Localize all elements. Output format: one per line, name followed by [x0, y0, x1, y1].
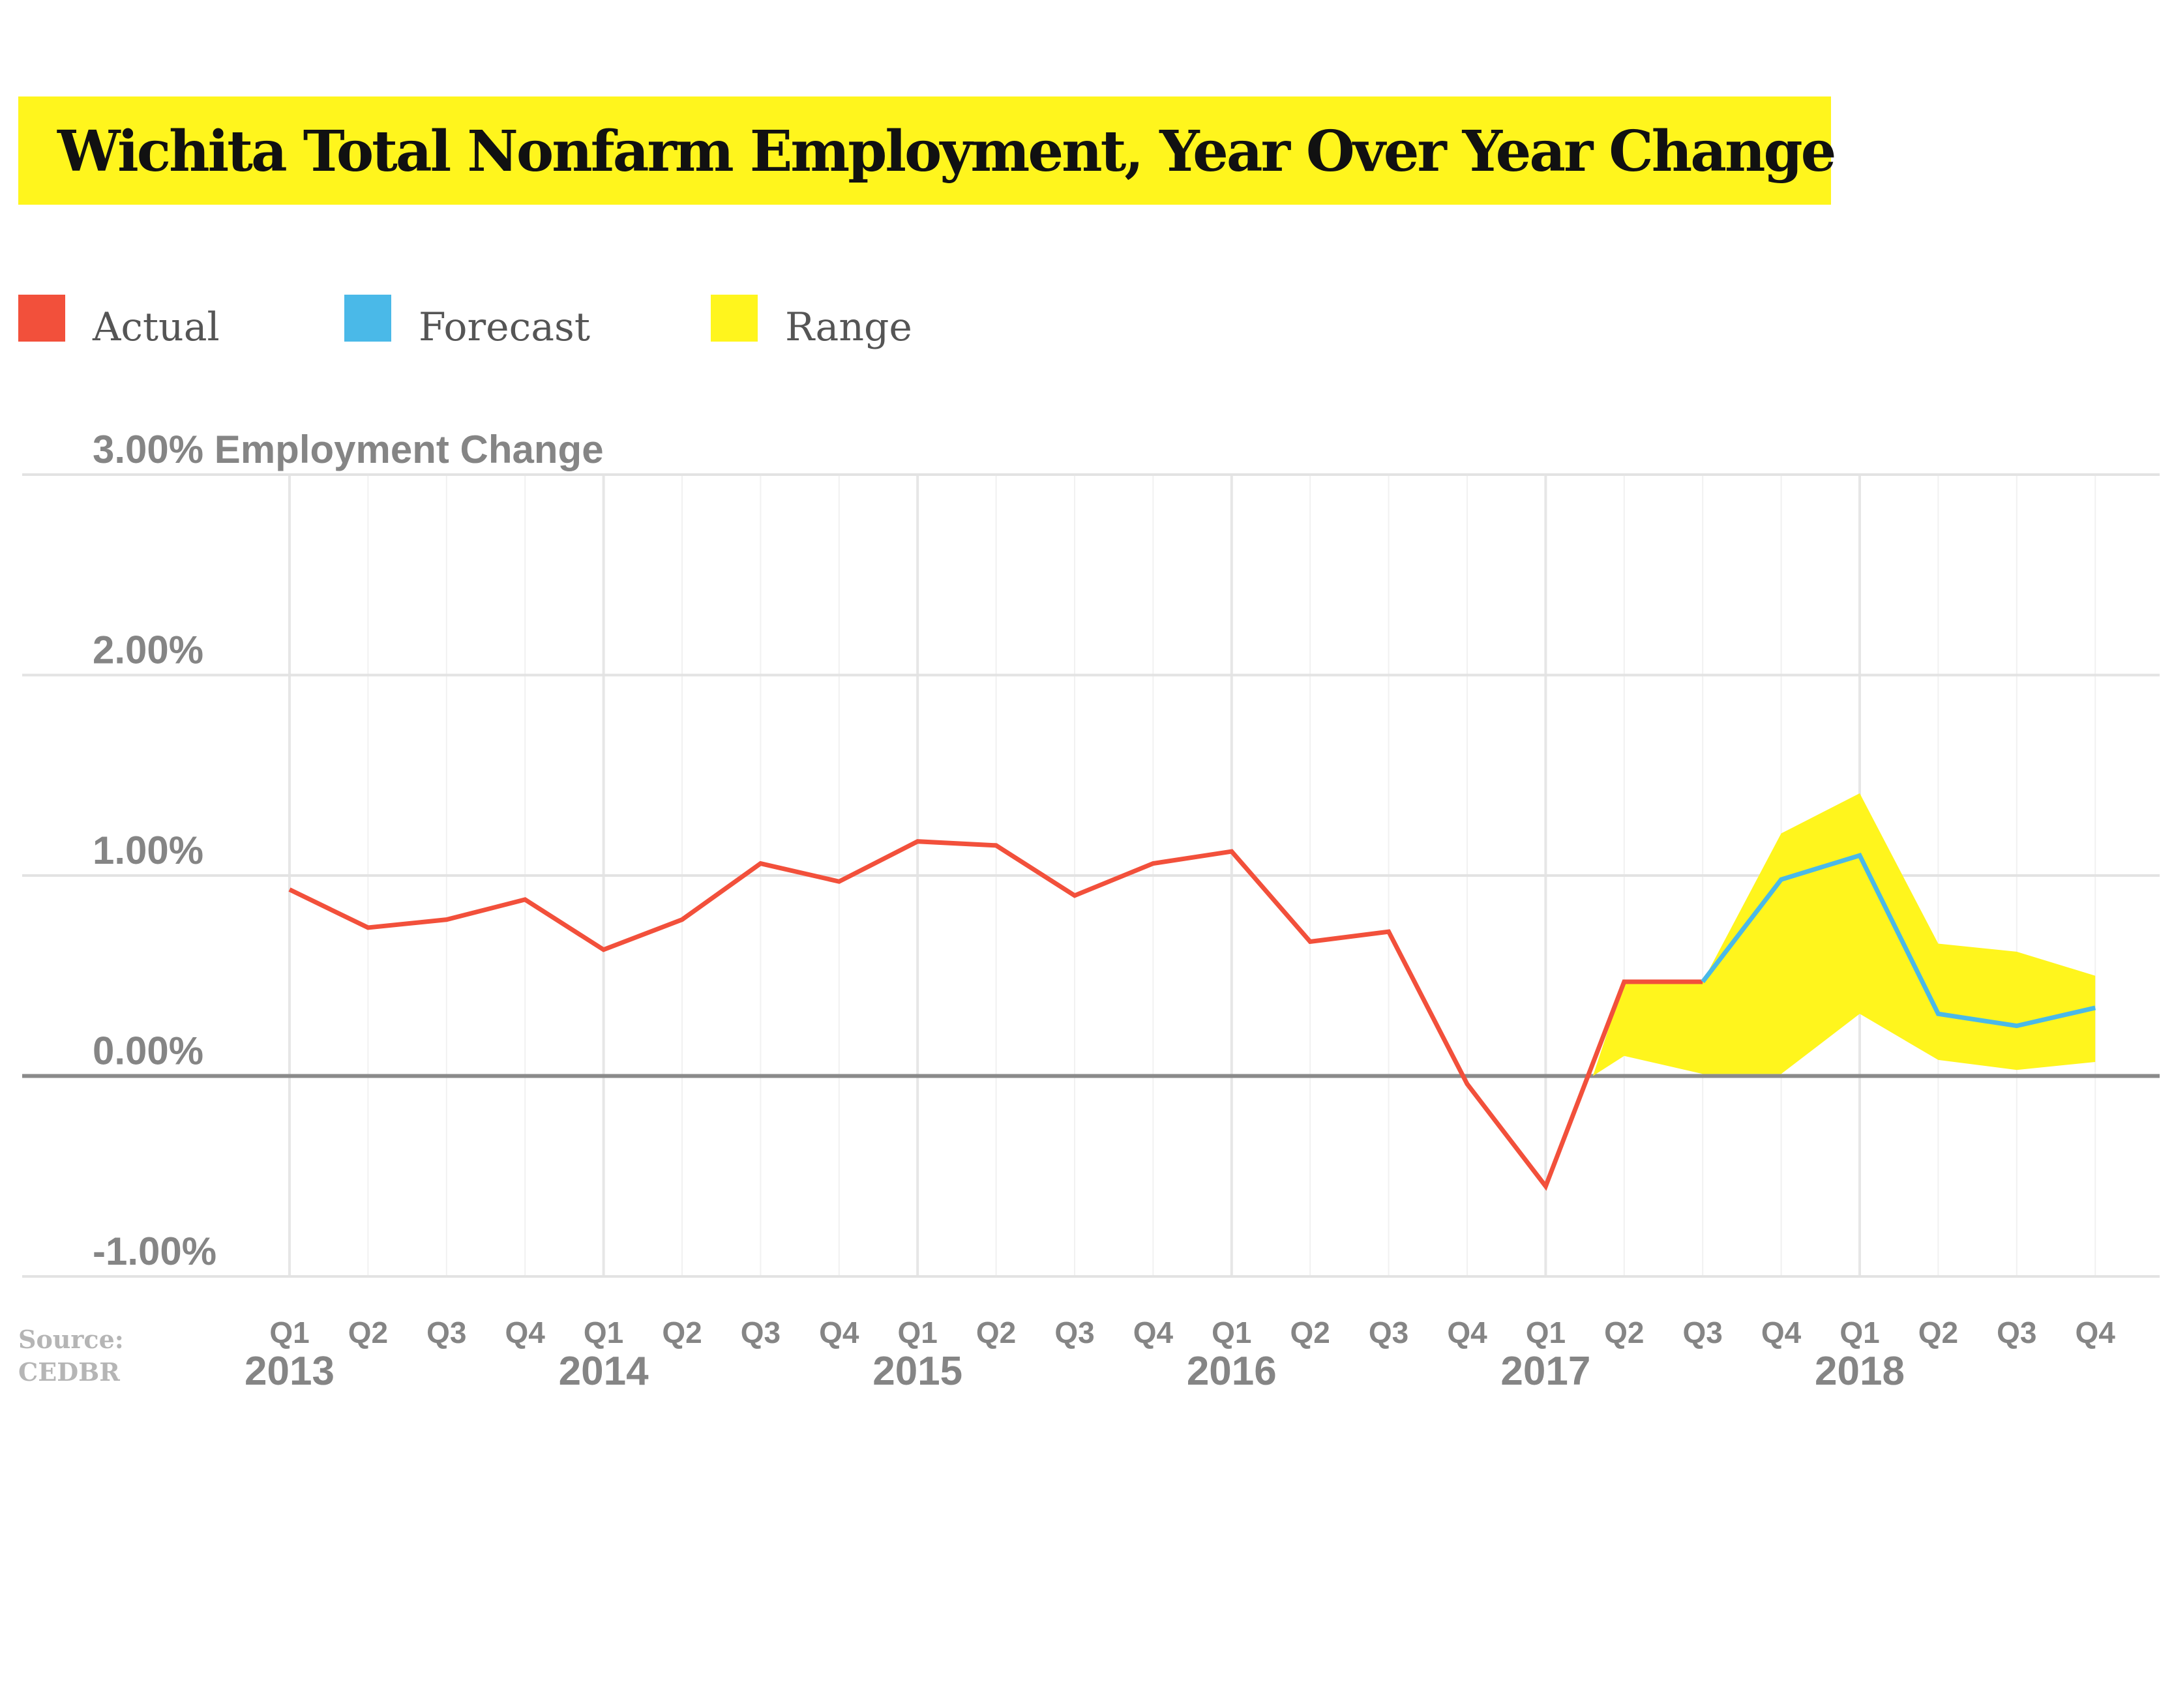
x-tick-quarter: Q4 — [1133, 1316, 1174, 1349]
y-tick-label: 1.00% — [93, 829, 203, 872]
x-tick-year: 2018 — [1815, 1349, 1905, 1394]
x-tick-year: 2017 — [1500, 1349, 1590, 1394]
y-tick-label: 3.00% Employment Change — [93, 428, 604, 471]
x-tick-quarter: Q1 — [1526, 1316, 1566, 1349]
range-band — [1592, 793, 2096, 1076]
y-axis-label: Employment Change — [203, 428, 603, 471]
title-banner: Wichita Total Nonfarm Employment, Year O… — [18, 96, 1836, 205]
source-note: Source: CEDBR — [18, 1323, 124, 1389]
x-tick-quarter: Q1 — [1212, 1316, 1251, 1349]
x-tick-quarter: Q4 — [1447, 1316, 1487, 1349]
x-tick-quarter: Q2 — [348, 1316, 388, 1349]
legend-swatch-range — [711, 295, 758, 342]
x-tick-year: 2014 — [559, 1349, 649, 1394]
x-tick-quarter: Q4 — [505, 1316, 546, 1349]
source-value: CEDBR — [18, 1357, 120, 1387]
legend-label-actual: Actual — [93, 304, 220, 350]
source-label: Source: — [18, 1325, 124, 1354]
y-tick-label: 0.00% — [93, 1029, 203, 1073]
x-tick-quarter: Q4 — [2076, 1316, 2116, 1349]
x-tick-quarter: Q4 — [1761, 1316, 1802, 1349]
legend-label-forecast: Forecast — [419, 304, 590, 350]
x-tick-quarter: Q3 — [741, 1316, 781, 1349]
x-tick-year: 2015 — [872, 1349, 962, 1394]
x-tick-quarter: Q1 — [898, 1316, 938, 1349]
series-line-forecast — [1701, 853, 2096, 1029]
legend-swatch-actual — [18, 295, 65, 342]
x-tick-quarter: Q3 — [1683, 1316, 1723, 1349]
x-tick-quarter: Q2 — [1918, 1316, 1958, 1349]
y-tick-label: -1.00% — [93, 1229, 216, 1273]
x-tick-year: 2016 — [1187, 1349, 1277, 1394]
x-tick-quarter: Q3 — [1054, 1316, 1094, 1349]
legend-label-range: Range — [785, 304, 912, 350]
x-tick-quarter: Q1 — [1839, 1316, 1879, 1349]
x-tick-quarter: Q2 — [1604, 1316, 1644, 1349]
x-tick-quarter: Q2 — [1290, 1316, 1330, 1349]
x-tick-quarter: Q2 — [662, 1316, 702, 1349]
x-tick-quarter: Q3 — [426, 1316, 466, 1349]
x-tick-quarter: Q2 — [976, 1316, 1016, 1349]
y-tick-label: 2.00% — [93, 628, 203, 672]
x-tick-quarter: Q1 — [269, 1316, 309, 1349]
x-tick-quarter: Q3 — [1369, 1316, 1408, 1349]
series-line-actual — [288, 839, 1703, 1191]
x-tick-quarter: Q3 — [1997, 1316, 2036, 1349]
legend-swatch-forecast — [344, 295, 391, 342]
chart-title: Wichita Total Nonfarm Employment, Year O… — [57, 119, 1836, 184]
x-tick-year: 2013 — [245, 1349, 335, 1394]
x-tick-quarter: Q1 — [584, 1316, 623, 1349]
x-tick-quarter: Q4 — [819, 1316, 859, 1349]
